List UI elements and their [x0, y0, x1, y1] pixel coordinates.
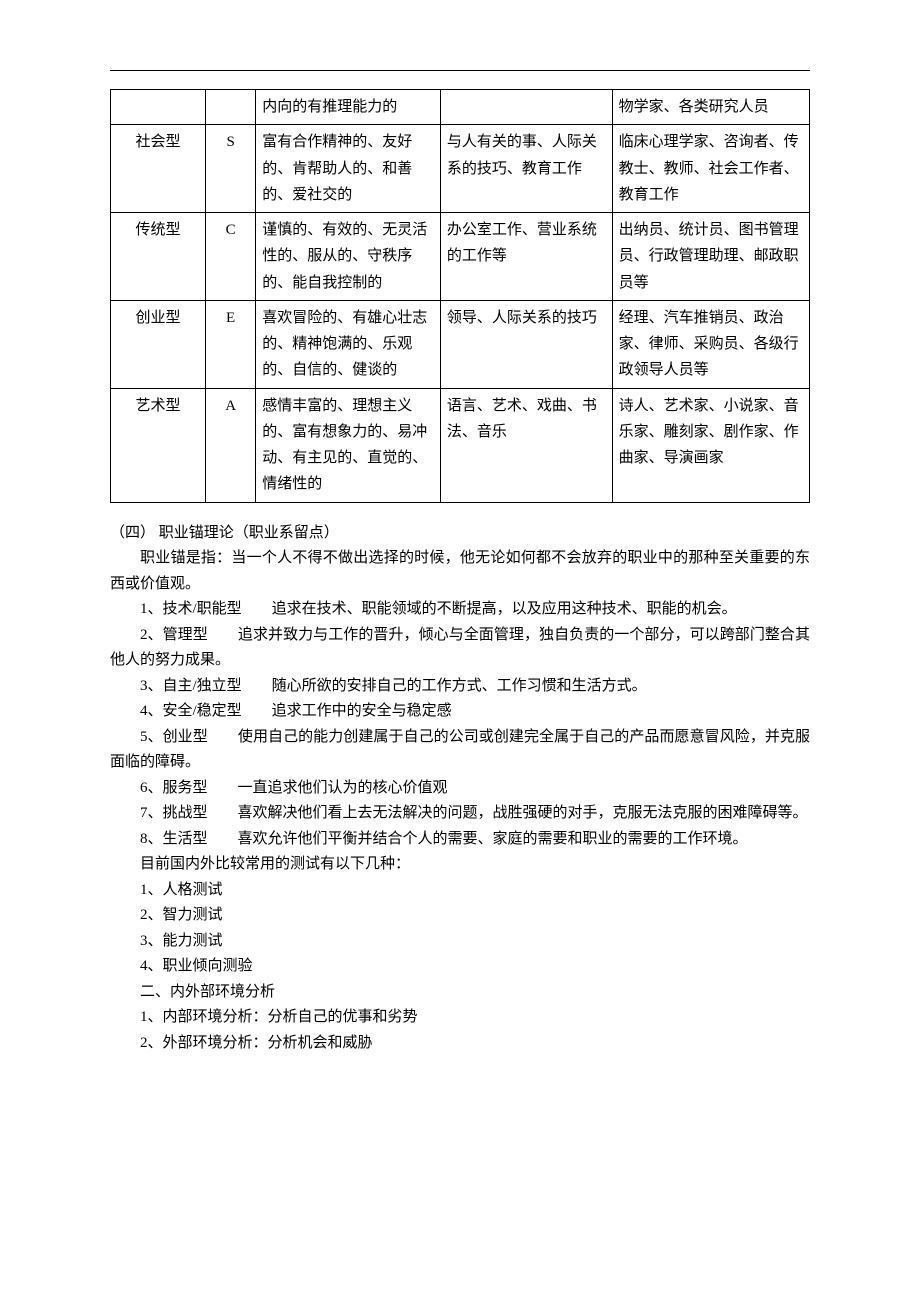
cell-occ: 出纳员、统计员、图书管理员、行政管理助理、邮政职员等: [612, 213, 809, 301]
cell-occ: 经理、汽车推销员、政治家、律师、采购员、各级行政领导人员等: [612, 300, 809, 388]
list-item: 2、外部环境分析：分析机会和威胁: [110, 1031, 810, 1057]
document-page: 内向的有推理能力的 物学家、各类研究人员 社会型 S 富有合作精神的、友好的、肯…: [0, 0, 920, 1302]
tests-intro: 目前国内外比较常用的测试有以下几种：: [110, 852, 810, 878]
cell-type: 艺术型: [111, 388, 206, 502]
cell-code: S: [206, 125, 256, 213]
table-row: 创业型 E 喜欢冒险的、有雄心壮志的、精神饱满的、乐观的、自信的、健谈的 领导、…: [111, 300, 810, 388]
list-item: 2、管理型 追求并致力与工作的晋升，倾心与全面管理，独自负责的一个部分，可以跨部…: [110, 623, 810, 674]
cell-type: 创业型: [111, 300, 206, 388]
cell-trait: 谨慎的、有效的、无灵活性的、服从的、守秩序的、能自我控制的: [256, 213, 441, 301]
list-item: 7、挑战型 喜欢解决他们看上去无法解决的问题，战胜强硬的对手，克服无法克服的困难…: [110, 801, 810, 827]
list-item: 4、职业倾向测验: [110, 954, 810, 980]
list-item: 3、自主/独立型 随心所欲的安排自己的工作方式、工作习惯和生活方式。: [110, 674, 810, 700]
env-heading: 二、内外部环境分析: [110, 980, 810, 1006]
intro-paragraph: 职业锚是指：当一个人不得不做出选择的时候，他无论如何都不会放弃的职业中的那种至关…: [110, 546, 810, 597]
list-item: 6、服务型 一直追求他们认为的核心价值观: [110, 776, 810, 802]
cell-skill: 办公室工作、营业系统的工作等: [440, 213, 612, 301]
cell-type: 社会型: [111, 125, 206, 213]
cell-code: E: [206, 300, 256, 388]
cell-code: [206, 90, 256, 125]
top-rule: [110, 70, 810, 71]
cell-trait: 喜欢冒险的、有雄心壮志的、精神饱满的、乐观的、自信的、健谈的: [256, 300, 441, 388]
list-item: 8、生活型 喜欢允许他们平衡并结合个人的需要、家庭的需要和职业的需要的工作环境。: [110, 827, 810, 853]
cell-skill: 语言、艺术、戏曲、书法、音乐: [440, 388, 612, 502]
cell-skill: 领导、人际关系的技巧: [440, 300, 612, 388]
section-heading: （四） 职业锚理论（职业系留点）: [110, 521, 810, 547]
personality-type-table: 内向的有推理能力的 物学家、各类研究人员 社会型 S 富有合作精神的、友好的、肯…: [110, 89, 810, 503]
table-row: 内向的有推理能力的 物学家、各类研究人员: [111, 90, 810, 125]
list-item: 4、安全/稳定型 追求工作中的安全与稳定感: [110, 699, 810, 725]
cell-occ: 临床心理学家、咨询者、传教士、教师、社会工作者、教育工作: [612, 125, 809, 213]
table-row: 传统型 C 谨慎的、有效的、无灵活性的、服从的、守秩序的、能自我控制的 办公室工…: [111, 213, 810, 301]
cell-trait: 富有合作精神的、友好的、肯帮助人的、和善的、爱社交的: [256, 125, 441, 213]
cell-occ: 诗人、艺术家、小说家、音乐家、雕刻家、剧作家、作曲家、导演画家: [612, 388, 809, 502]
cell-code: C: [206, 213, 256, 301]
cell-skill: 与人有关的事、人际关系的技巧、教育工作: [440, 125, 612, 213]
cell-type: 传统型: [111, 213, 206, 301]
body-text: （四） 职业锚理论（职业系留点） 职业锚是指：当一个人不得不做出选择的时候，他无…: [110, 521, 810, 1057]
table-row: 艺术型 A 感情丰富的、理想主义的、富有想象力的、易冲动、有主见的、直觉的、情绪…: [111, 388, 810, 502]
cell-trait: 内向的有推理能力的: [256, 90, 441, 125]
cell-skill: [440, 90, 612, 125]
cell-trait: 感情丰富的、理想主义的、富有想象力的、易冲动、有主见的、直觉的、情绪性的: [256, 388, 441, 502]
list-item: 1、内部环境分析：分析自己的优事和劣势: [110, 1005, 810, 1031]
list-item: 1、人格测试: [110, 878, 810, 904]
cell-type: [111, 90, 206, 125]
list-item: 2、智力测试: [110, 903, 810, 929]
table-row: 社会型 S 富有合作精神的、友好的、肯帮助人的、和善的、爱社交的 与人有关的事、…: [111, 125, 810, 213]
list-item: 1、技术/职能型 追求在技术、职能领域的不断提高，以及应用这种技术、职能的机会。: [110, 597, 810, 623]
cell-occ: 物学家、各类研究人员: [612, 90, 809, 125]
list-item: 5、创业型 使用自己的能力创建属于自己的公司或创建完全属于自己的产品而愿意冒风险…: [110, 725, 810, 776]
list-item: 3、能力测试: [110, 929, 810, 955]
cell-code: A: [206, 388, 256, 502]
